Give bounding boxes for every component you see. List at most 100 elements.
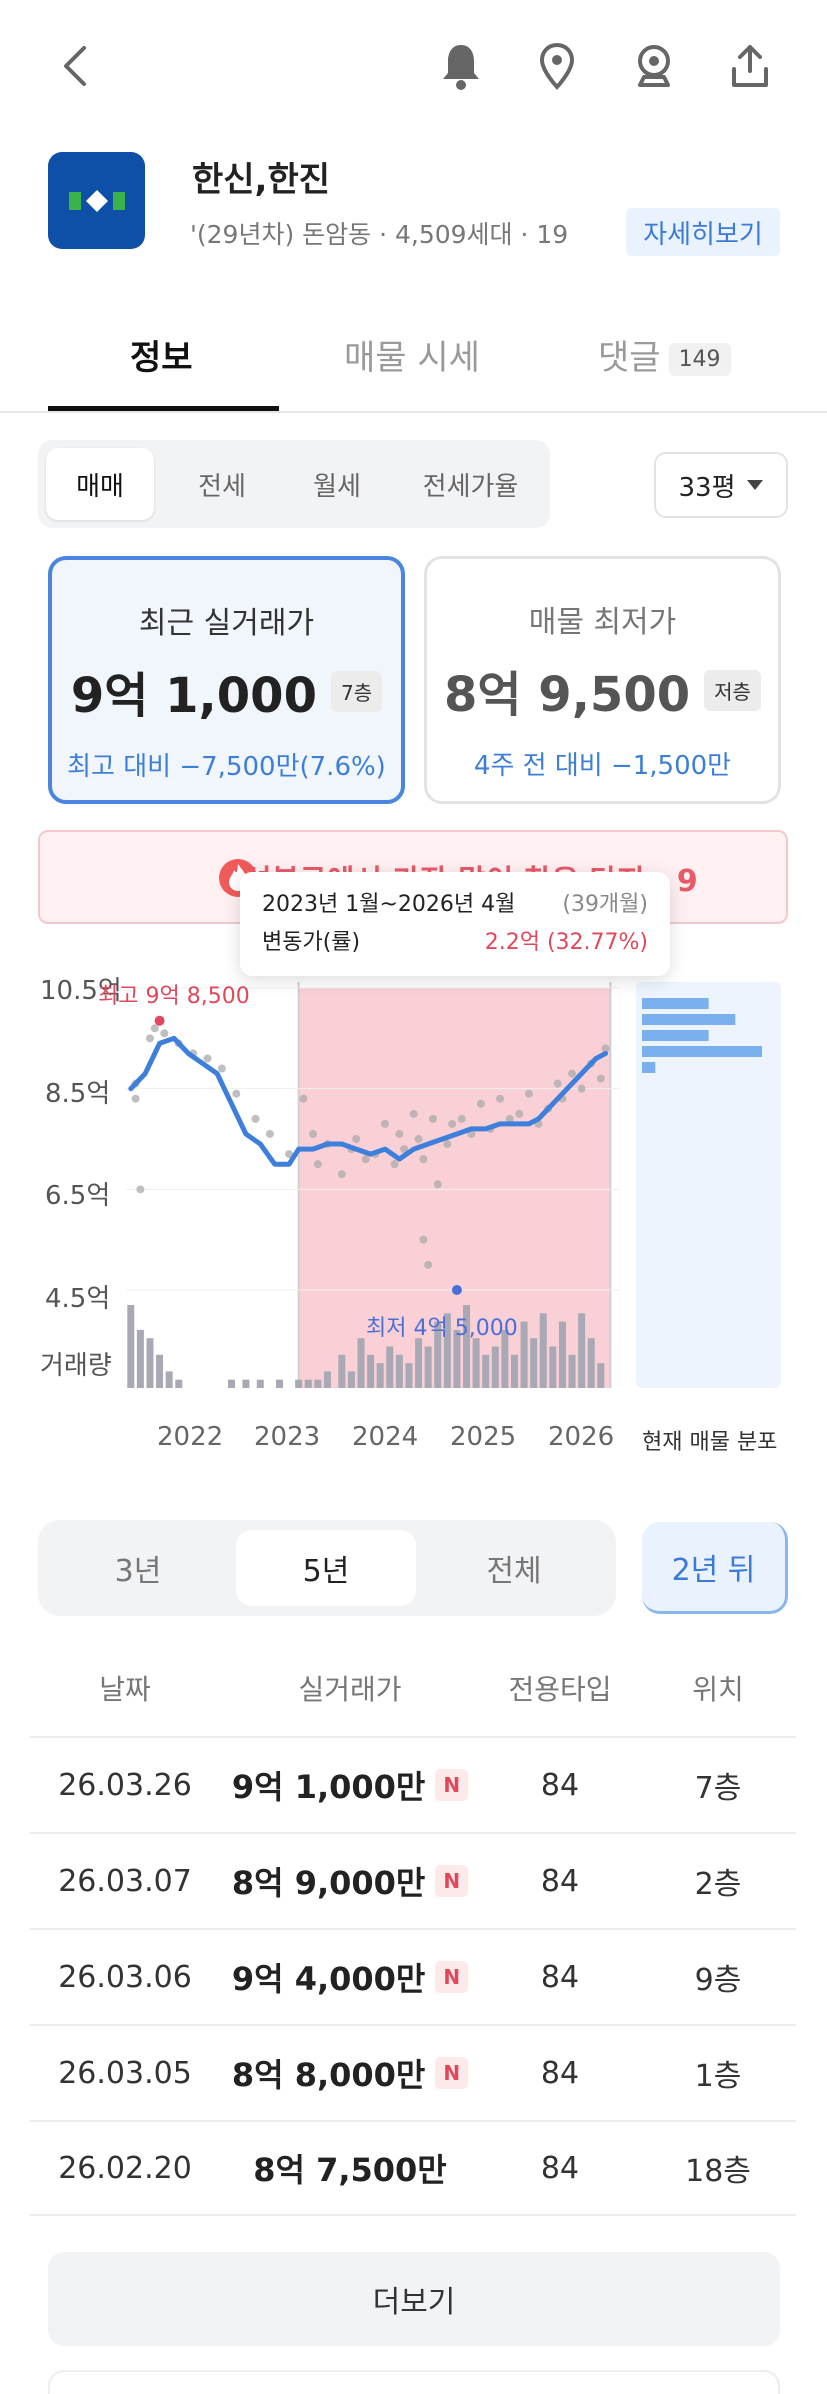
bell-icon[interactable] — [434, 36, 488, 96]
row-date: 26.03.26 — [58, 1767, 192, 1803]
volume-bar — [587, 1338, 595, 1388]
row-floor: 1층 — [694, 2059, 742, 2094]
trade-point — [524, 1089, 533, 1098]
volume-bar — [304, 1379, 312, 1388]
table-row[interactable]: 26.03.07 8억 9,000만 N 84 2층 — [30, 1832, 796, 1928]
tab-listing-price[interactable]: 매물 시세 — [344, 330, 480, 379]
table-row[interactable]: 26.03.06 9억 4,000만 N 84 9층 — [30, 1928, 796, 2024]
volume-bar — [314, 1379, 322, 1388]
volume-label: 거래량 — [40, 1351, 112, 1381]
x-tick-label: 2022 — [157, 1422, 224, 1452]
new-badge: N — [435, 1961, 469, 1993]
tab-info-label: 정보 — [130, 338, 193, 378]
deal-type-monthly[interactable]: 월세 — [313, 471, 361, 502]
max-point — [154, 1015, 165, 1026]
trade-point — [299, 1094, 308, 1103]
volume-bar — [443, 1313, 451, 1388]
row-price: 8억 9,000만 — [231, 1864, 426, 1902]
x-tick-label: 2024 — [352, 1422, 419, 1452]
chart-tooltip: 2023년 1월~2026년 4월 (39개월) 변동가(률) 2.2억 (32… — [240, 872, 670, 976]
apartment-name: 한신,한진 — [192, 160, 331, 200]
size-select[interactable]: 33평 — [654, 452, 788, 518]
trade-point — [136, 1185, 145, 1194]
tab-comments[interactable]: 댓글 149 — [598, 330, 731, 379]
two-years-later-button[interactable]: 2년 뒤 — [642, 1522, 788, 1614]
caret-down-icon — [746, 480, 763, 490]
trade-point — [448, 1119, 457, 1128]
table-row[interactable]: 26.02.20 8억 7,500만 84 18층 — [30, 2120, 796, 2216]
y-tick-label: 8.5억 — [45, 1079, 111, 1109]
x-tick-label: 2023 — [254, 1422, 321, 1452]
trade-point — [409, 1109, 418, 1118]
y-tick-label: 6.5억 — [45, 1181, 111, 1211]
row-price: 8억 7,500만 — [253, 2151, 447, 2189]
apartment-info: '(29년차) 돈암동 · 4,509세대 · 19 — [190, 220, 569, 249]
volume-bar — [275, 1379, 283, 1388]
location-pin-icon[interactable] — [530, 36, 584, 96]
detail-button[interactable]: 자세히보기 — [626, 208, 780, 256]
share-icon[interactable] — [723, 36, 777, 96]
lowest-listing-row: 8억 9,500 저층 — [427, 655, 778, 725]
trade-point — [424, 1260, 433, 1269]
volume-bar — [539, 1313, 547, 1388]
recent-price-floor: 7층 — [330, 670, 383, 712]
trade-point — [419, 1235, 428, 1244]
trade-point — [217, 1064, 226, 1073]
table-row[interactable]: 26.03.26 9억 1,000만 N 84 7층 — [30, 1736, 796, 1832]
active-tab-indicator — [48, 406, 279, 411]
deal-type-sale[interactable]: 매매 — [46, 448, 154, 520]
comment-count-badge: 149 — [668, 343, 731, 376]
distribution-bar — [642, 1014, 736, 1025]
trade-point — [515, 1109, 524, 1118]
volume-bar — [127, 1305, 135, 1388]
trade-point — [457, 1114, 466, 1123]
volume-bar — [491, 1346, 499, 1388]
deal-type-jeonse-ratio[interactable]: 전세가율 — [422, 471, 519, 502]
volume-bar — [510, 1354, 518, 1388]
tab-divider — [0, 411, 827, 413]
price-line — [128, 1035, 609, 1167]
tooltip-change-row: 변동가(률) 2.2억 (32.77%) — [262, 924, 648, 962]
back-icon[interactable] — [52, 36, 102, 96]
recent-price-row: 9억 1,000 7층 — [52, 656, 401, 726]
trade-point — [596, 1074, 605, 1083]
lowest-listing-diff: 4주 전 대비 −1,500만 — [473, 751, 732, 781]
deal-type-jeonse[interactable]: 전세 — [198, 471, 246, 502]
trade-point — [309, 1129, 318, 1138]
trade-point — [476, 1099, 485, 1108]
row-floor: 9층 — [694, 1963, 742, 1998]
lowest-listing-card[interactable]: 매물 최저가 8억 9,500 저층 4주 전 대비 −1,500만 — [424, 556, 781, 804]
trade-point — [428, 1114, 437, 1123]
streetview-icon[interactable] — [627, 36, 681, 96]
price-chart[interactable]: 10.5억 8.5억 6.5억 4.5억 거래량 최고 9억 8,500 최저 … — [30, 960, 790, 1460]
more-button[interactable]: 더보기 — [48, 2252, 780, 2346]
tab-info[interactable]: 정보 — [130, 330, 193, 379]
period-all[interactable]: 전체 — [486, 1554, 542, 1589]
x-tick-label: 2025 — [450, 1422, 517, 1452]
logo-icon — [68, 189, 125, 212]
lowest-listing-value: 8억 9,500 — [444, 667, 691, 723]
period-selector: 3년 5년 전체 — [38, 1520, 616, 1616]
period-5y[interactable]: 5년 — [236, 1530, 416, 1606]
table-row[interactable]: 26.03.05 8억 8,000만 N 84 1층 — [30, 2024, 796, 2120]
trade-point — [160, 1029, 169, 1038]
row-price: 8억 8,000만 — [231, 2056, 426, 2094]
recent-price-title: 최근 실거래가 — [138, 606, 315, 641]
recent-price-card[interactable]: 최근 실거래가 9억 1,000 7층 최고 대비 −7,500만(7.6%) — [48, 556, 405, 804]
volume-bar — [165, 1371, 173, 1388]
new-badge: N — [435, 1865, 469, 1897]
row-price: 9억 1,000만 — [231, 1768, 426, 1806]
trade-point — [131, 1094, 140, 1103]
volume-bar — [347, 1371, 355, 1388]
row-price: 9억 4,000만 — [231, 1960, 426, 1998]
header-floor: 위치 — [692, 1673, 744, 1706]
main-tabs: 정보 매물 시세 댓글 149 — [48, 300, 788, 412]
trade-point — [601, 1044, 610, 1053]
period-3y[interactable]: 3년 — [114, 1554, 162, 1589]
trade-point — [505, 1114, 514, 1123]
volume-bar — [146, 1338, 154, 1388]
x-tick-label: 2026 — [548, 1422, 615, 1452]
row-type: 84 — [540, 2055, 580, 2091]
trade-point — [395, 1129, 404, 1138]
volume-bar — [357, 1338, 365, 1388]
